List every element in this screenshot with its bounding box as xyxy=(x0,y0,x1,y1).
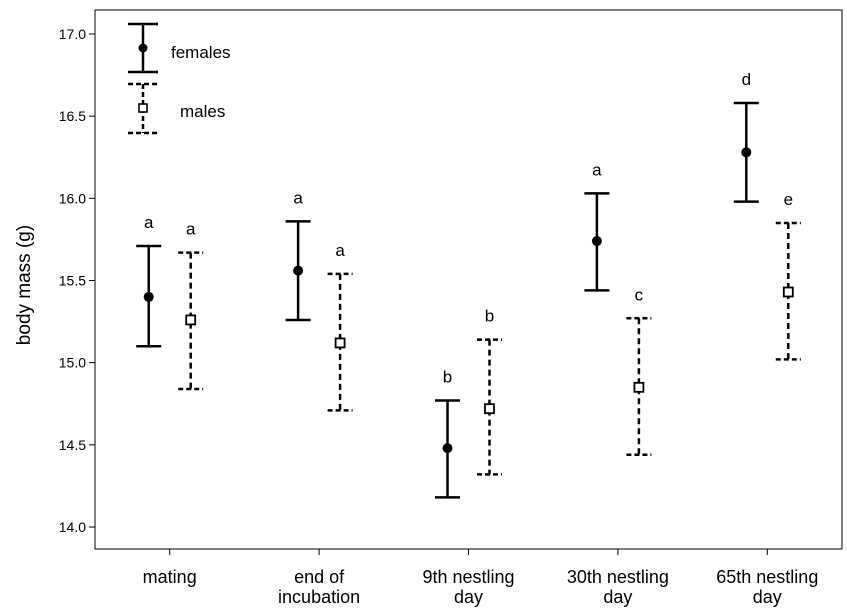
significance-label: a xyxy=(186,220,196,239)
significance-label: a xyxy=(144,213,154,232)
y-axis-ticks: 14.0 14.5 15.0 15.5 16.0 16.5 17.0 xyxy=(59,26,95,535)
significance-label: b xyxy=(485,307,494,326)
data-point-females xyxy=(741,147,752,158)
significance-label: c xyxy=(635,285,644,304)
series-layer: a a b a d a a b c e xyxy=(136,70,801,499)
x-tick-label: 65th nestling xyxy=(716,567,818,587)
y-tick-label: 16.5 xyxy=(59,108,86,124)
plot-frame xyxy=(94,9,843,550)
x-tick-label: day xyxy=(753,587,782,607)
data-point-males xyxy=(782,286,794,298)
significance-label: e xyxy=(784,190,793,209)
data-point-males xyxy=(185,314,197,326)
significance-label: a xyxy=(592,160,602,179)
y-tick-label: 14.5 xyxy=(59,437,86,453)
legend-label-males: males xyxy=(180,102,225,121)
y-tick-label: 15.5 xyxy=(59,273,86,289)
significance-label: d xyxy=(742,70,751,89)
axes xyxy=(94,9,843,550)
x-tick-label: 9th nestling xyxy=(422,567,514,587)
significance-label: a xyxy=(335,241,345,260)
legend-marker-females xyxy=(138,43,148,53)
data-point-females xyxy=(143,291,154,302)
data-point-males xyxy=(334,337,346,349)
legend-label-females: females xyxy=(171,43,231,62)
x-tick-label: incubation xyxy=(278,587,360,607)
x-tick-label: end of xyxy=(294,567,345,587)
x-tick-label: mating xyxy=(143,567,197,587)
data-point-females xyxy=(442,443,453,454)
series-females: a a b a d xyxy=(136,70,759,499)
y-tick-label: 15.0 xyxy=(59,355,86,371)
y-axis-title: body mass (g) xyxy=(14,225,35,345)
x-tick-label: 30th nestling xyxy=(567,567,669,587)
x-tick-label: day xyxy=(603,587,632,607)
y-tick-label: 16.0 xyxy=(59,190,86,206)
y-tick-label: 17.0 xyxy=(59,26,86,42)
data-point-females xyxy=(591,236,602,247)
legend-marker-males xyxy=(138,103,148,113)
data-point-males xyxy=(484,403,495,415)
y-tick-label: 14.0 xyxy=(59,519,86,535)
legend: females males xyxy=(128,22,231,135)
significance-label: b xyxy=(443,367,452,386)
data-point-females xyxy=(293,265,304,276)
significance-label: a xyxy=(293,188,303,207)
data-point-males xyxy=(633,381,645,393)
series-males: a a b c e xyxy=(178,190,801,476)
x-tick-label: day xyxy=(454,587,483,607)
